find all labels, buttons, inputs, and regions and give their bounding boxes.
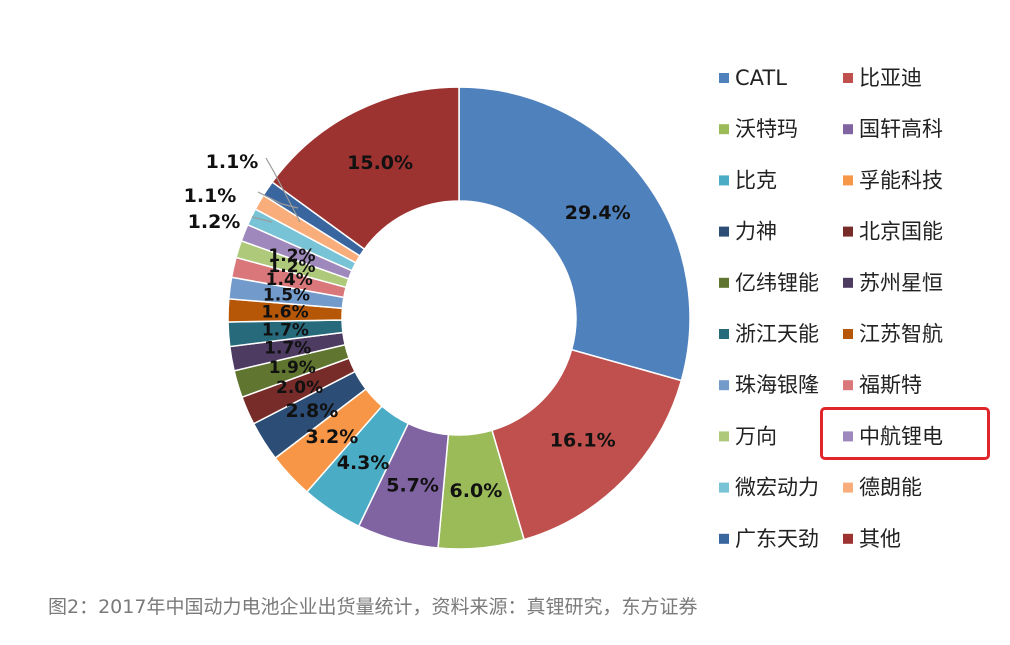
legend-item-11: 江苏智航 — [843, 322, 943, 346]
legend-swatch-13 — [843, 380, 853, 391]
legend-item-19: 其他 — [843, 527, 901, 551]
leader-lines-group — [251, 157, 301, 223]
data-label-7: 2.0% — [276, 378, 323, 398]
data-label-9: 1.7% — [264, 339, 311, 359]
legend-swatch-9 — [843, 277, 853, 288]
data-label-15: 1.2% — [268, 257, 315, 277]
legend-label-11: 江苏智航 — [859, 322, 943, 346]
leader-line-18 — [265, 157, 301, 223]
data-label-2: 6.0% — [450, 480, 503, 502]
legend-swatch-5 — [843, 175, 853, 186]
legend-label-3: 国轩高科 — [859, 117, 943, 141]
legend-item-12: 珠海银隆 — [719, 373, 819, 397]
legend-item-8: 亿纬锂能 — [719, 271, 819, 295]
data-label-1: 16.1% — [550, 429, 616, 451]
legend-item-10: 浙江天能 — [719, 322, 819, 346]
legend-label-14: 万向 — [735, 424, 777, 448]
data-label-12: 1.5% — [263, 285, 310, 305]
legend-label-1: 比亚迪 — [859, 66, 922, 90]
legend-label-8: 亿纬锂能 — [735, 271, 819, 295]
figure-caption: 图2：2017年中国动力电池企业出货量统计，资料来源：真锂研究，东方证券 — [48, 596, 698, 618]
data-label-0: 29.4% — [565, 202, 631, 224]
legend-item-7: 北京国能 — [843, 220, 943, 244]
data-label-16: 1.2% — [188, 211, 241, 233]
legend-item-0: CATL — [719, 66, 787, 90]
data-label-3: 5.7% — [386, 475, 439, 497]
legend-item-5: 孚能科技 — [843, 168, 943, 192]
legend-swatch-18 — [719, 533, 729, 544]
legend-label-5: 孚能科技 — [859, 168, 943, 192]
legend-label-15: 中航锂电 — [859, 424, 943, 448]
legend-swatch-12 — [719, 380, 729, 391]
legend-item-17: 德朗能 — [843, 476, 922, 500]
legend-swatch-19 — [843, 533, 853, 544]
legend-item-1: 比亚迪 — [843, 66, 922, 90]
data-label-5: 3.2% — [306, 426, 359, 448]
legend-swatch-1 — [843, 73, 853, 83]
legend-item-6: 力神 — [719, 220, 777, 244]
legend-item-9: 苏州星恒 — [843, 271, 943, 295]
legend-item-16: 微宏动力 — [719, 476, 819, 500]
legend-label-0: CATL — [735, 66, 787, 90]
legend-label-13: 福斯特 — [859, 373, 922, 397]
data-label-17: 1.1% — [184, 185, 237, 207]
data-label-18: 1.1% — [206, 151, 259, 173]
legend-swatch-14 — [719, 431, 729, 442]
legend-swatch-8 — [719, 277, 729, 288]
donut-slice-1 — [491, 348, 683, 541]
donut-slice-0 — [458, 86, 691, 382]
legend-label-16: 微宏动力 — [735, 476, 819, 500]
legend-item-2: 沃特玛 — [719, 117, 798, 141]
legend-label-10: 浙江天能 — [735, 322, 819, 346]
legend-background — [710, 55, 955, 565]
data-label-6: 2.8% — [286, 400, 339, 422]
legend-swatch-7 — [843, 226, 853, 237]
donut-slice-19 — [271, 86, 460, 251]
legend-swatch-2 — [719, 124, 729, 135]
legend-swatch-16 — [719, 482, 729, 493]
legend-swatch-17 — [843, 482, 853, 493]
legend-label-19: 其他 — [859, 527, 901, 551]
legend-swatch-0 — [719, 73, 729, 83]
data-label-8: 1.9% — [269, 358, 316, 378]
legend-swatch-11 — [843, 329, 853, 339]
leader-line-16 — [251, 216, 273, 223]
data-label-4: 4.3% — [337, 452, 390, 474]
data-label-13: 1.4% — [266, 270, 313, 290]
legend-label-9: 苏州星恒 — [859, 271, 943, 295]
legend-swatch-4 — [719, 175, 729, 186]
legend-label-4: 比克 — [735, 168, 777, 192]
data-label-10: 1.7% — [262, 320, 309, 340]
legend-item-4: 比克 — [719, 168, 777, 192]
data-label-14: 1.2% — [268, 246, 315, 266]
legend-label-6: 力神 — [735, 220, 777, 244]
legend-item-15: 中航锂电 — [843, 424, 943, 448]
legend-swatch-10 — [719, 329, 729, 339]
legend-highlight-box — [820, 407, 990, 460]
legend-item-14: 万向 — [719, 424, 777, 448]
legend-label-17: 德朗能 — [859, 476, 922, 500]
legend-swatch-15 — [843, 431, 853, 442]
data-label-19: 15.0% — [347, 152, 413, 174]
legend-swatch-6 — [719, 226, 729, 237]
legend-label-7: 北京国能 — [859, 220, 943, 244]
legend-label-12: 珠海银隆 — [735, 373, 819, 397]
legend-item-18: 广东天劲 — [719, 527, 819, 551]
legend-item-3: 国轩高科 — [843, 117, 943, 141]
legend-swatch-3 — [843, 124, 853, 135]
legend-label-2: 沃特玛 — [735, 117, 798, 141]
slices-group — [227, 86, 691, 550]
data-label-11: 1.6% — [262, 302, 309, 322]
data-labels-group: 29.4%16.1%6.0%5.7%4.3%3.2%2.8%2.0%1.9%1.… — [184, 151, 631, 502]
legend-label-18: 广东天劲 — [735, 527, 819, 551]
legend-item-13: 福斯特 — [843, 373, 922, 397]
